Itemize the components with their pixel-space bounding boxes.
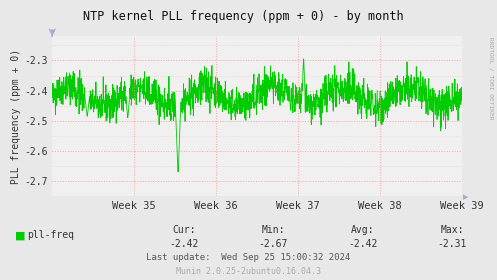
Text: Cur:: Cur: [172,225,196,235]
Text: -2.42: -2.42 [348,239,378,249]
Text: -2.67: -2.67 [258,239,288,249]
Text: Avg:: Avg: [351,225,375,235]
Y-axis label: PLL frequency (ppm + 0): PLL frequency (ppm + 0) [11,49,21,184]
Text: ■: ■ [15,230,25,240]
Text: -2.42: -2.42 [169,239,199,249]
Text: ▼: ▼ [50,30,55,36]
Text: Max:: Max: [440,225,464,235]
Text: -2.31: -2.31 [437,239,467,249]
Text: NTP kernel PLL frequency (ppm + 0) - by month: NTP kernel PLL frequency (ppm + 0) - by … [83,10,404,23]
Text: Last update:  Wed Sep 25 15:00:32 2024: Last update: Wed Sep 25 15:00:32 2024 [147,253,350,262]
Text: pll-freq: pll-freq [27,230,75,240]
Text: Munin 2.0.25-2ubuntu0.16.04.3: Munin 2.0.25-2ubuntu0.16.04.3 [176,267,321,276]
Text: Min:: Min: [261,225,285,235]
Text: ▶: ▶ [463,194,469,200]
Text: RRDTOOL / TOBI OETIKER: RRDTOOL / TOBI OETIKER [488,37,493,120]
